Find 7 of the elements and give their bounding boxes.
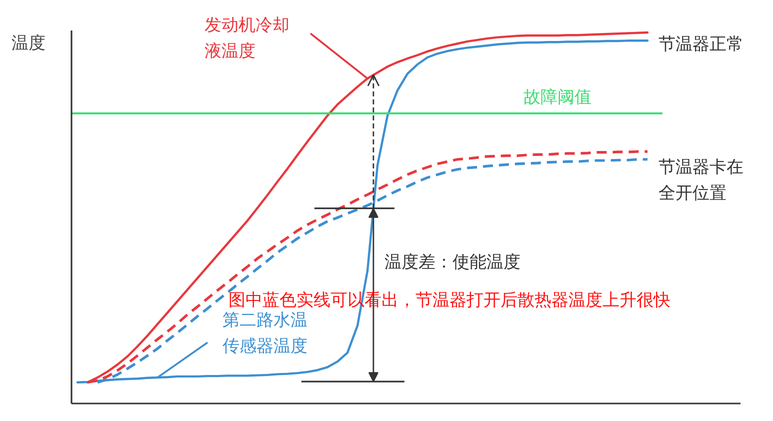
y-axis-title: 温度 <box>12 34 46 54</box>
annotation: 节温器卡在全开位置 <box>658 158 744 204</box>
ref-line-label: 故障阈值 <box>524 87 592 108</box>
annotation: 节温器正常 <box>658 34 744 54</box>
annotation: 发动机冷却液温度 <box>204 16 290 62</box>
annotation: 温度差：使能温度 <box>384 252 520 272</box>
annotation: 第二路水温传感器温度 <box>222 310 308 356</box>
